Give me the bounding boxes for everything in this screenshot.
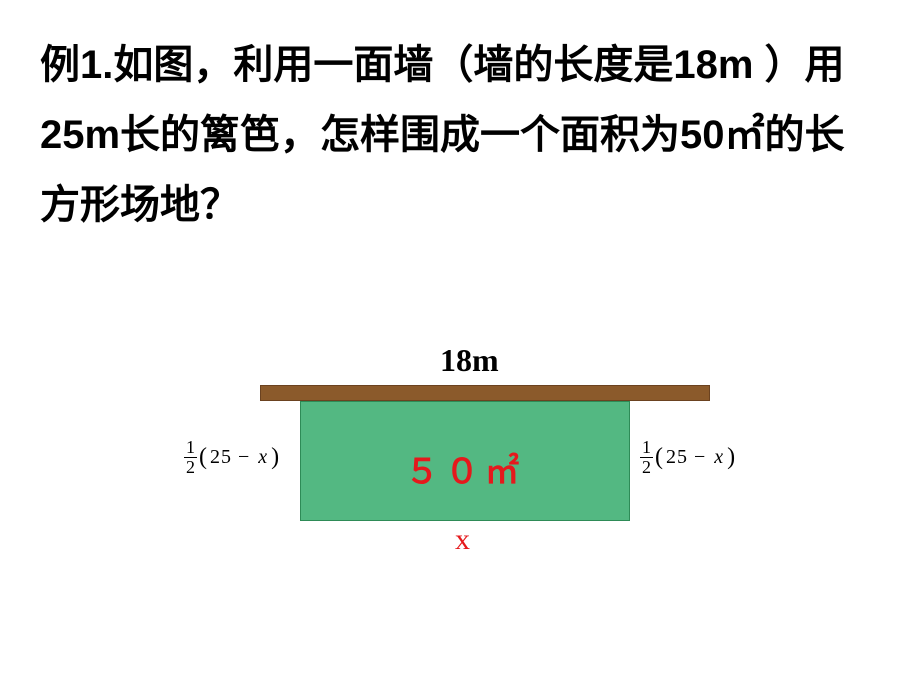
- wall-length-label: 18m: [440, 342, 499, 379]
- expr-body-left: 25 − x: [207, 446, 271, 469]
- expr-var: x: [712, 446, 724, 468]
- paren-close: ): [727, 444, 735, 471]
- expr-body-right: 25 − x: [663, 446, 727, 469]
- wall-rect: [260, 385, 710, 401]
- frac-denominator: 2: [640, 458, 653, 477]
- expr-const: 25: [210, 446, 232, 468]
- expr-op: −: [238, 446, 250, 468]
- diagram-container: 18m ５０㎡ x 1 2 ( 25 − x ) 1 2 ( 25 − x ): [0, 330, 920, 670]
- paren-open: (: [199, 444, 207, 471]
- expr-op: −: [694, 446, 706, 468]
- problem-text: 例1.如图，利用一面墙（墙的长度是18m ）用25m长的篱笆，怎样围成一个面积为…: [40, 30, 880, 240]
- expr-const: 25: [666, 446, 688, 468]
- frac-numerator: 1: [184, 438, 197, 457]
- field-rect: ５０㎡: [300, 401, 630, 521]
- right-side-expression: 1 2 ( 25 − x ): [640, 438, 735, 477]
- frac-numerator: 1: [640, 438, 653, 457]
- left-side-expression: 1 2 ( 25 − x ): [184, 438, 279, 477]
- x-variable-label: x: [455, 523, 470, 557]
- area-label: ５０㎡: [301, 444, 629, 493]
- fraction-half-right: 1 2: [640, 438, 653, 477]
- paren-open: (: [655, 444, 663, 471]
- paren-close: ): [271, 444, 279, 471]
- expr-var: x: [256, 446, 268, 468]
- frac-denominator: 2: [184, 458, 197, 477]
- fraction-half-left: 1 2: [184, 438, 197, 477]
